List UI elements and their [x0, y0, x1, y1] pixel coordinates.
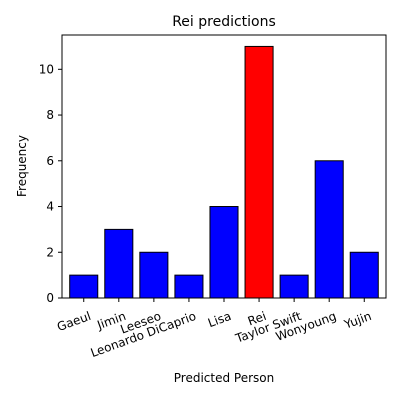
- y-tick-label: 8: [46, 108, 54, 122]
- y-tick-label: 2: [46, 245, 54, 259]
- x-tick-label: Gaeul: [55, 309, 93, 334]
- y-tick-label: 10: [39, 62, 54, 76]
- bar-yujin: [349, 251, 379, 299]
- y-axis-label: Frequency: [15, 135, 29, 197]
- x-tick-label: Yujin: [341, 309, 373, 332]
- bar-leeseo: [139, 251, 169, 299]
- y-tick-label: 6: [46, 154, 54, 168]
- bar-leonardo-dicaprio: [174, 274, 204, 299]
- bar-lisa: [209, 206, 239, 299]
- x-tick-label: Rei: [246, 309, 268, 328]
- bar-series: [69, 45, 379, 299]
- y-axis: 0 2 4 6 8 10: [39, 62, 62, 305]
- bar-rei: [244, 45, 274, 299]
- y-tick-label: 4: [46, 200, 54, 214]
- x-tick-label: Lisa: [206, 309, 233, 330]
- x-axis-label: Predicted Person: [174, 371, 274, 385]
- y-tick-label: 0: [46, 291, 54, 305]
- bar-taylor-swift: [279, 274, 309, 299]
- bar-jimin: [104, 228, 134, 299]
- bar-wonyoung: [314, 160, 344, 299]
- chart-title: Rei predictions: [172, 14, 276, 30]
- bar-gaeul: [69, 274, 99, 299]
